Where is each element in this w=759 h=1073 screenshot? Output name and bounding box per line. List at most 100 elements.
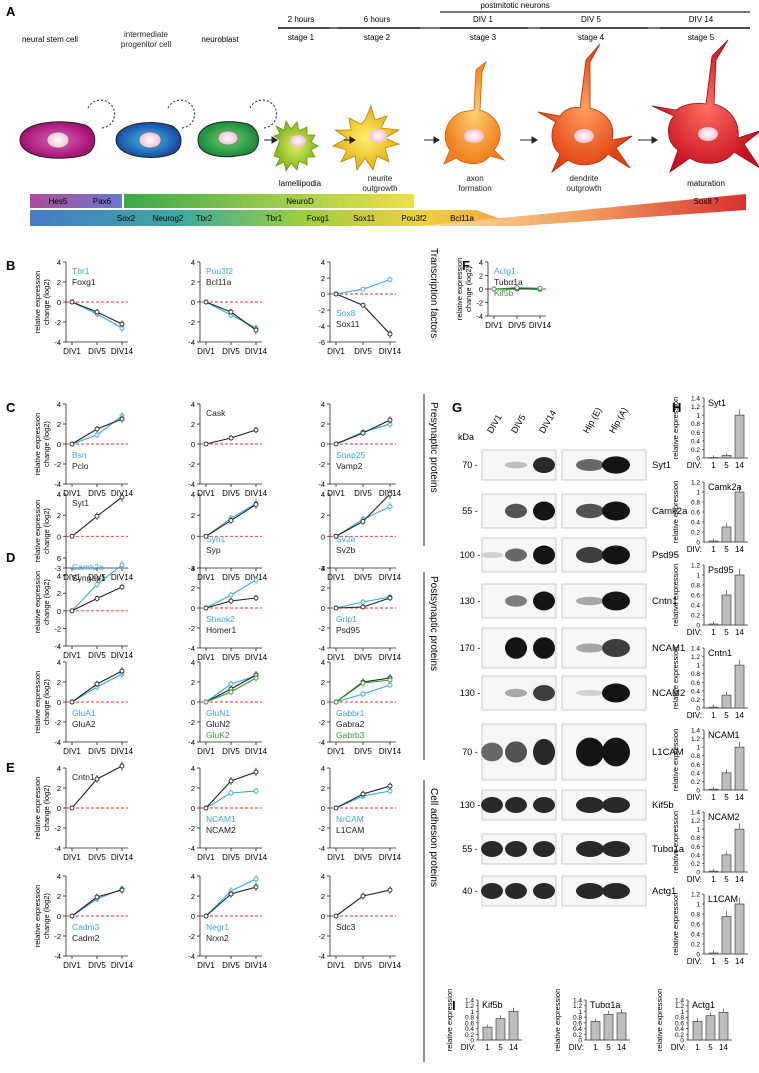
line-chart-E1: -4 -2 0 2 4 DIV1 DIV5 DIV14 relative expressionc… [33,761,134,862]
bar-title: Syt1 [708,398,726,408]
kda-label: kDa [458,432,474,442]
y-tick-label: 0.8 [691,583,700,590]
y-tick-label: 0 [191,698,195,707]
x-tick-label: DIV14 [245,961,268,970]
y-tick-label: 1.4 [691,728,700,735]
x-tick-label: DIV1 [63,651,81,660]
y-tick-label: 2 [57,784,61,793]
panel-letter-a: A [6,4,16,19]
x-tick-label: 1 [695,1043,700,1052]
x-tick-label: DIV5 [222,747,240,756]
x-tick-label: 1 [711,628,716,637]
band [481,552,503,558]
y-tick-label: 0.2 [691,942,700,949]
y-tick-label: 0.8 [675,1015,684,1022]
y-tick-label: 0.2 [691,861,700,868]
x-tick-label: DIV14 [379,961,402,970]
y-tick-label: 4 [479,258,483,267]
band [576,690,604,696]
y-tick-label: 1.2 [675,1003,684,1010]
y-tick-label: 0 [470,1038,474,1045]
x-tick-label: DIV5 [354,573,372,582]
y-tick-label: -2 [318,460,325,469]
y-tick-label: 4 [191,872,195,881]
y-tick-label: 4 [321,764,325,773]
y-tick-label: 1 [696,663,700,670]
y-tick-label: -4 [476,312,483,321]
y-axis-label-line1: relative expression [33,571,42,634]
postmitotic-label: postmitotic neurons [480,1,549,10]
band [533,501,555,521]
band [602,638,630,658]
band [505,797,527,813]
line-chart-B1: -4 -2 0 2 4 DIV1 DIV5 DIV14 relative expressionc… [33,258,134,356]
x-tick-label: 1 [711,793,716,802]
time-label: DIV 5 [581,15,602,24]
y-tick-label: 2 [321,784,325,793]
kda-marker: 130 - [460,800,481,810]
data-point [119,321,125,327]
y-tick-label: 4 [191,658,195,667]
data-point [360,302,366,308]
x-tick-label: 5 [724,545,729,554]
y-tick-label: -4 [318,952,325,961]
bar-chart-H-Cntn1: 00.20.40.60.811.21.41 5 14DIV:Cntn1relativ… [671,646,748,720]
y-tick-label: -3 [188,564,195,573]
stage-label: stage 1 [288,33,315,42]
series-line [71,888,123,917]
data-point [228,598,234,604]
x-tick-label: 14 [735,711,744,720]
line-chart-F: -4 -2 0 2 4 DIV1 DIV5 DIV14 relative expressionc… [455,258,552,330]
y-tick-label: 0 [191,912,195,921]
y-tick-label: -4 [188,738,195,747]
y-tick-label: -4 [318,480,325,489]
gene-tbr2: Tbr2 [196,214,213,223]
x-tick-label: DIV14 [379,653,402,662]
bar [721,854,732,873]
y-tick-label: 0.6 [691,593,700,600]
data-point [69,441,75,447]
bar-chart-I-Tuba1a: 00.20.40.60.811.21.41 5 14DIV:Tubα1arelati… [553,989,630,1052]
x-tick-label: DIV5 [222,653,240,662]
neuron-stage2 [331,104,401,172]
panel-letter-c: C [6,400,16,415]
y-tick-label: 0.4 [691,932,700,939]
x-tick-label: DIV14 [379,853,402,862]
y-tick-label: 1.2 [691,818,700,825]
band [533,738,555,766]
western-blots: kDa DIV1 DIV5 DIV14 Hip.(E) Hip.(A) 70 - Syt1 55… [458,406,688,907]
y-tick-label: 0 [191,532,195,541]
data-point [119,562,125,568]
series-label: NCAM2 [206,825,236,835]
band [576,459,604,471]
x-tick-label: DIV5 [222,347,240,356]
data-point [203,913,209,919]
x-tick-label: 14 [617,1043,626,1052]
data-point [514,285,520,291]
bar [708,788,719,791]
process-dendrite-wrap: dendrite outgrowth [566,174,601,193]
lane-label: DIV14 [537,408,558,435]
x-tick-label: DIV14 [111,573,134,582]
band [602,456,630,474]
neuron-stage3 [443,60,506,165]
y-tick-label: 0 [191,604,195,613]
y-axis-label: relative expression [671,811,680,874]
stage-label: stage 3 [470,33,497,42]
data-point [119,584,125,590]
y-tick-label: 4 [321,258,325,267]
y-tick-label: -4 [54,952,61,961]
x-tick-label: DIV1 [327,747,345,756]
data-point [94,309,100,315]
gene-tbr1: Tbr1 [266,214,283,223]
band [505,883,527,899]
section-adh: Cell adhesion proteins [428,788,439,887]
lane-label: Hip.(A) [607,406,630,435]
series-label: Pclo [72,461,89,471]
time-label: DIV 14 [689,15,714,24]
